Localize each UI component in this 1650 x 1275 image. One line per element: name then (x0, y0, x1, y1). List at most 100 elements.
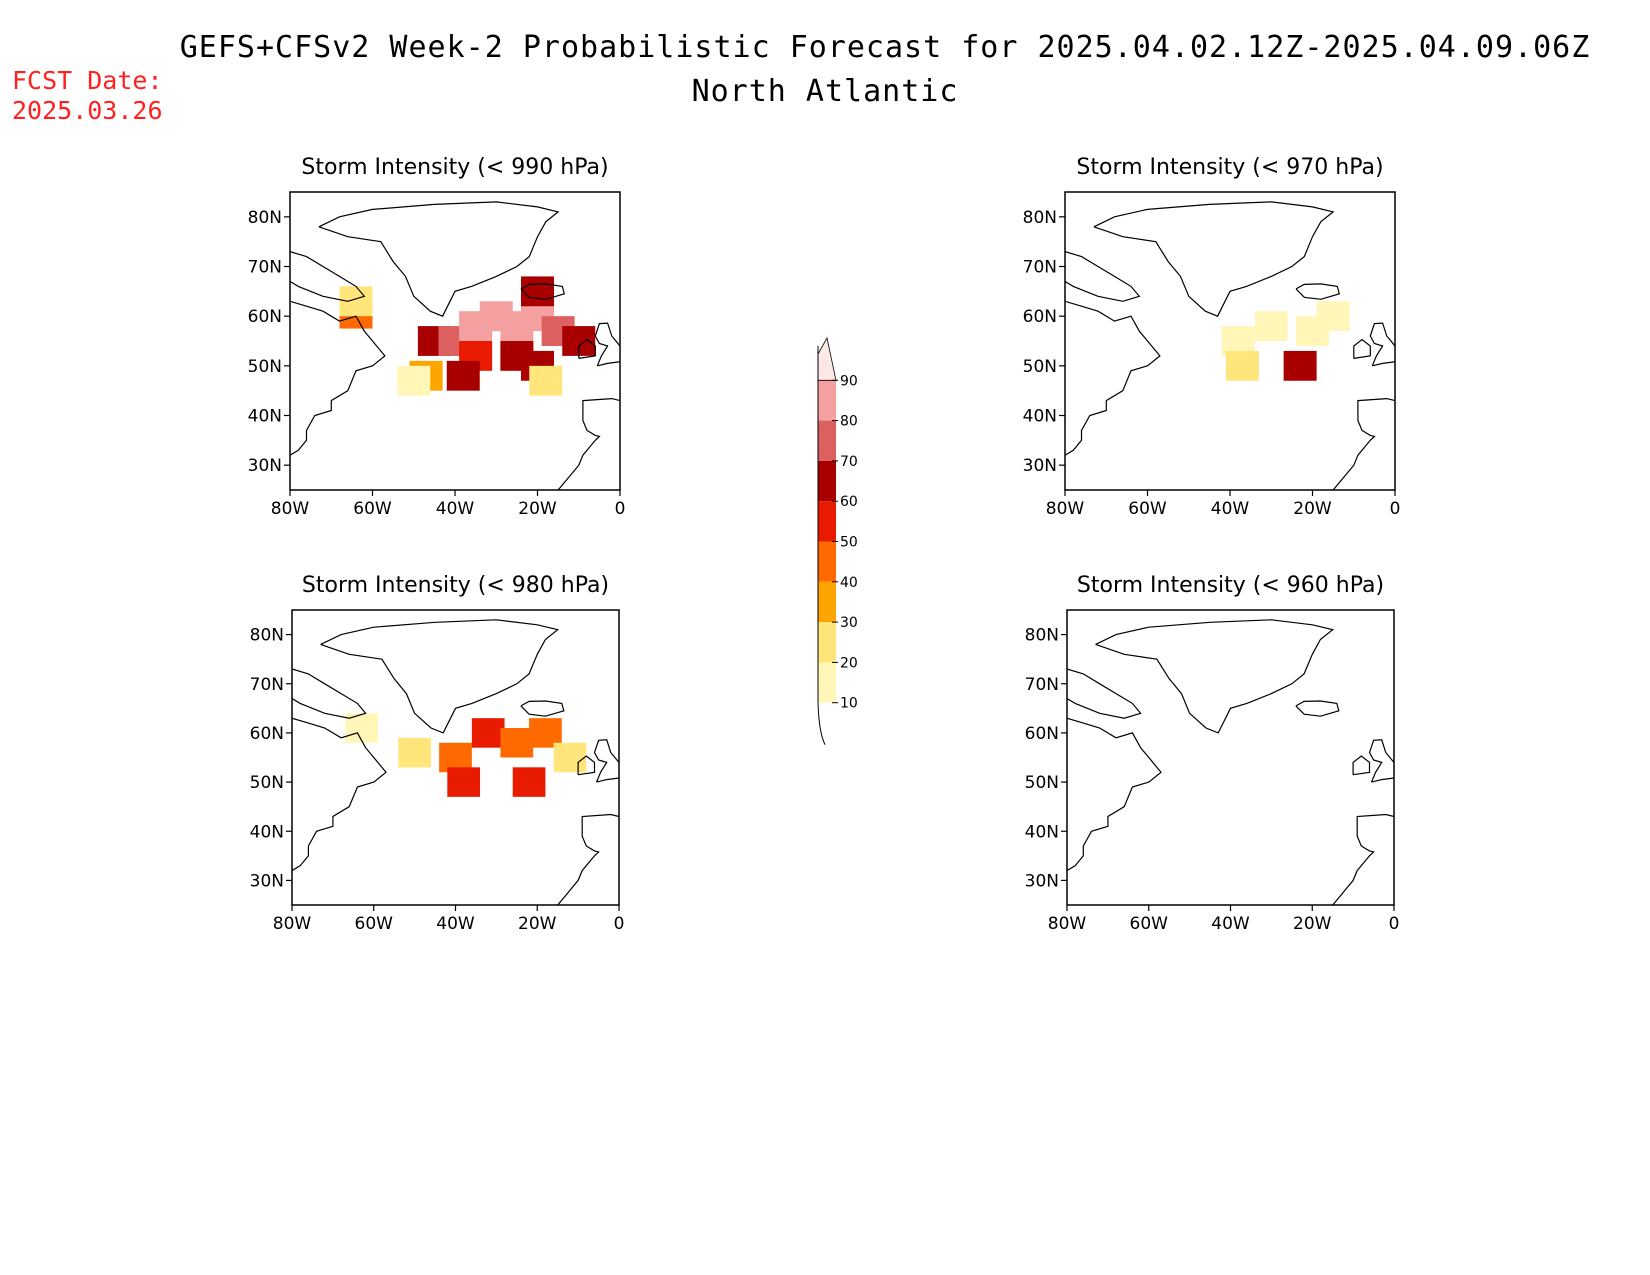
coastline (292, 717, 387, 872)
coastline (1369, 322, 1395, 367)
coastline (290, 251, 366, 302)
lat-tick-label: 60N (250, 724, 284, 744)
lon-tick-label: 40W (1211, 499, 1250, 519)
coastline (520, 700, 565, 717)
lon-tick-label: 40W (436, 914, 475, 934)
probability-cell (521, 276, 554, 307)
coastline (593, 739, 619, 783)
coastline (594, 322, 620, 367)
lat-tick-label: 70N (1025, 675, 1059, 695)
coastline (1067, 717, 1162, 872)
colorbar-segment (818, 501, 836, 542)
colorbar-segment (818, 420, 836, 461)
colorbar-segment (818, 460, 836, 502)
colorbar-label: 70 (840, 454, 858, 470)
lon-tick-label: 80W (1046, 499, 1085, 519)
lat-tick-label: 80N (250, 626, 284, 646)
probability-cell (1225, 350, 1259, 381)
coastline (1295, 700, 1340, 717)
lon-tick-label: 80W (273, 914, 312, 934)
lat-tick-label: 30N (250, 871, 284, 891)
lat-tick-label: 80N (1023, 208, 1057, 228)
lon-tick-label: 20W (1293, 499, 1332, 519)
fcst-label: FCST Date: (12, 66, 163, 95)
coastline (557, 813, 619, 905)
panel-title: Storm Intensity (< 970 hPa) (1076, 155, 1383, 180)
coastline (1095, 619, 1335, 734)
lat-tick-label: 70N (248, 258, 282, 278)
colorbar-label: 40 (840, 575, 858, 591)
lon-tick-label: 40W (436, 499, 475, 519)
lat-tick-label: 60N (248, 307, 282, 327)
coastline (1332, 397, 1395, 490)
probability-cell (339, 286, 373, 317)
lon-tick-label: 20W (518, 914, 557, 934)
colorbar-label: 60 (840, 494, 858, 510)
lat-tick-label: 60N (1025, 724, 1059, 744)
map-frame (1066, 609, 1395, 906)
panel-990hpa: Storm Intensity (< 990 hPa) 80N 70N 60N 50N 4… (248, 155, 626, 519)
coastline (1065, 300, 1161, 456)
probability-cell (529, 365, 563, 396)
lon-tick-label: 80W (1048, 914, 1087, 934)
lat-tick-label: 50N (1025, 773, 1059, 793)
lat-tick-label: 40N (1023, 407, 1057, 427)
lat-tick-label: 70N (1023, 258, 1057, 278)
coastline (557, 397, 620, 490)
coastline (290, 300, 386, 456)
colorbar-segment (818, 662, 836, 703)
colorbar-segment (818, 541, 836, 582)
fcst-date-label: FCST Date: 2025.03.26 (12, 66, 163, 126)
lon-tick-label: 20W (518, 499, 557, 519)
lat-tick-label: 30N (1023, 456, 1057, 476)
lat-tick-label: 80N (1025, 626, 1059, 646)
colorbar-segment (818, 622, 836, 663)
colorbar-segment (818, 581, 836, 623)
panel-title: Storm Intensity (< 990 hPa) (301, 155, 608, 180)
map-area (290, 201, 620, 490)
colorbar-label: 10 (840, 696, 858, 712)
probability-cell (1316, 301, 1350, 332)
lon-tick-label: 0 (1389, 914, 1400, 934)
lat-tick-label: 30N (1025, 871, 1059, 891)
lat-tick-label: 80N (248, 208, 282, 228)
coastline (520, 283, 566, 300)
probability-cell (471, 718, 505, 748)
coastline (318, 201, 560, 317)
coastline (1332, 813, 1394, 905)
coastline (1065, 251, 1141, 302)
main-title: GEFS+CFSv2 Week-2 Probabilistic Forecast… (179, 30, 1591, 65)
probability-cell (553, 742, 587, 773)
probability-cell (447, 767, 481, 797)
lon-tick-label: 0 (614, 914, 625, 934)
panel-980hpa: Storm Intensity (< 980 hPa) 80N 70N 60N 50N 4… (250, 573, 625, 934)
lon-tick-label: 40W (1211, 914, 1250, 934)
lon-tick-label: 60W (353, 499, 392, 519)
fcst-date: 2025.03.26 (12, 96, 163, 125)
coastline (320, 619, 560, 734)
coastline (1353, 338, 1371, 359)
lat-tick-label: 30N (248, 456, 282, 476)
panel-title: Storm Intensity (< 960 hPa) (1077, 573, 1384, 598)
lat-tick-label: 50N (1023, 357, 1057, 377)
colorbar: 10 20 30 40 50 60 70 80 90 (817, 336, 858, 745)
lon-tick-label: 0 (615, 499, 626, 519)
lat-tick-label: 50N (250, 773, 284, 793)
lat-tick-label: 60N (1023, 307, 1057, 327)
lat-tick-label: 40N (248, 407, 282, 427)
lat-tick-label: 50N (248, 357, 282, 377)
lat-tick-label: 40N (1025, 822, 1059, 842)
coastline (577, 755, 596, 776)
colorbar-label: 30 (840, 615, 858, 631)
coastline (1093, 201, 1335, 317)
probability-cell (512, 767, 546, 797)
colorbar-label: 90 (840, 373, 858, 389)
colorbar-label: 50 (840, 535, 858, 551)
map-area (292, 619, 619, 905)
panel-title: Storm Intensity (< 980 hPa) (302, 573, 609, 598)
coastline (578, 338, 596, 359)
colorbar-label: 20 (840, 655, 858, 671)
probability-cell (398, 737, 431, 768)
lon-tick-label: 80W (271, 499, 310, 519)
